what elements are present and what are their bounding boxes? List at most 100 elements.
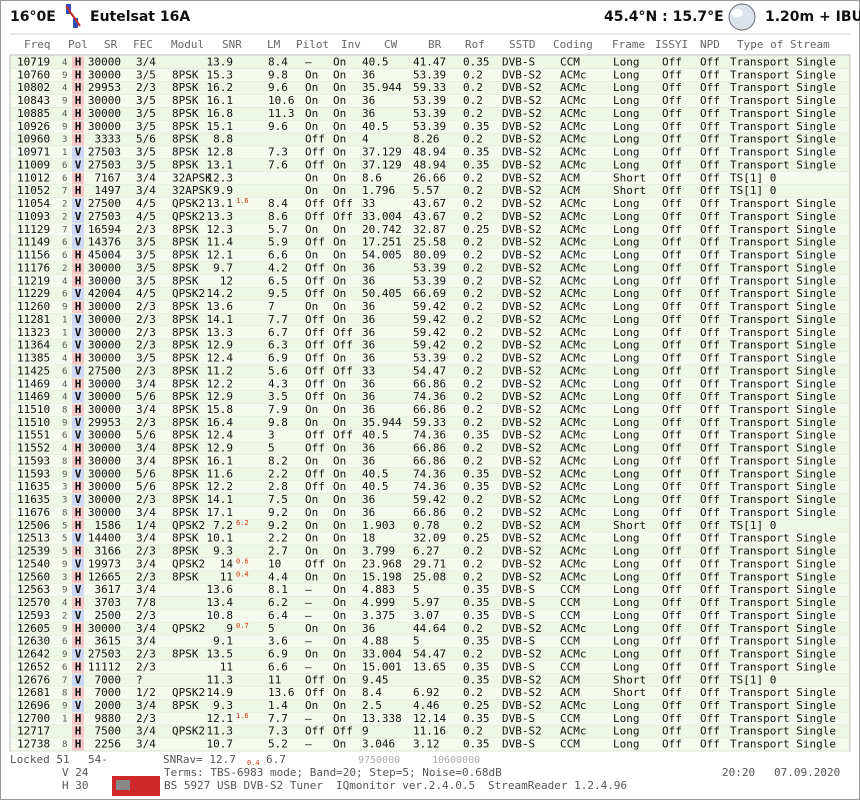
cell: 11364 (17, 339, 50, 352)
cell: 7500 (95, 725, 122, 738)
cell: 9.7 (213, 261, 233, 274)
cell: 30000 (88, 107, 121, 120)
pol: H (75, 56, 82, 69)
cell: On (305, 120, 318, 133)
cell: On (333, 274, 346, 287)
cell: Off (662, 519, 682, 532)
cell: Off (305, 261, 325, 274)
cell: 3.5 (268, 390, 288, 403)
cell: Off (700, 94, 720, 107)
index: 8 (62, 457, 67, 467)
cell: Long (613, 635, 640, 648)
cell: 0.2 (463, 364, 483, 377)
cell: 13.3 (207, 326, 234, 339)
cell: 12605 (17, 622, 50, 635)
cell: Transport Single (730, 442, 836, 455)
pol-box (72, 69, 84, 82)
cell: Long (613, 622, 640, 635)
cell: 11.3 (207, 673, 234, 686)
cell: 43.67 (413, 197, 446, 210)
cell: On (305, 506, 318, 519)
pol-box (72, 481, 84, 494)
cell: 2000 (95, 699, 122, 712)
cell: 12.3 (207, 171, 234, 184)
cell: Off (700, 223, 720, 236)
cell: 10.1 (207, 532, 234, 545)
row-bg (11, 596, 849, 610)
cell: Off (700, 377, 720, 390)
cell: 8PSK (172, 416, 199, 429)
cell: Off (305, 377, 325, 390)
cell: 36 (362, 94, 375, 107)
cell: Long (613, 390, 640, 403)
cell: 11 (220, 570, 233, 583)
cell: Transport Single (730, 545, 836, 558)
cell: 11112 (88, 660, 121, 673)
cell: On (333, 133, 346, 146)
cell: 0.35 (463, 712, 490, 725)
cell: Off (700, 158, 720, 171)
cell: 0.25 (463, 699, 490, 712)
cell: 27503 (88, 648, 121, 661)
cell: 9 (362, 725, 369, 738)
cell: 74.36 (413, 467, 446, 480)
cell: ACM (560, 184, 580, 197)
cell: Off (700, 68, 720, 81)
cell: Long (613, 725, 640, 738)
row-bg (11, 583, 849, 597)
cell: 7.2 (213, 519, 233, 532)
cell: Transport Single (730, 699, 836, 712)
cell: ACMc (560, 287, 587, 300)
row-bg (11, 223, 849, 237)
index: 4 (62, 354, 67, 364)
cell: 50.405 (362, 287, 402, 300)
pol: V (75, 609, 82, 622)
cell: 3/4 (136, 583, 156, 596)
cell: Off (305, 236, 325, 249)
cell: 2/3 (136, 339, 156, 352)
cell: 8PSK (172, 442, 199, 455)
cell: 3333 (95, 133, 122, 146)
cell: Long (613, 480, 640, 493)
pol: V (75, 699, 82, 712)
pol-box (72, 712, 84, 725)
cell: Off (305, 146, 325, 159)
cell: 11385 (17, 352, 50, 365)
cell: Off (700, 429, 720, 442)
cell: On (305, 570, 318, 583)
cell: 8.2 (268, 454, 288, 467)
pol: H (75, 94, 82, 107)
cell: On (305, 648, 318, 661)
cell: 8PSK (172, 249, 199, 262)
cell: Short (613, 184, 646, 197)
cell: DVB-S2 (502, 532, 542, 545)
cell: Long (613, 326, 640, 339)
pol: V (75, 416, 82, 429)
cell: Off (662, 197, 682, 210)
index: 9 (62, 303, 67, 313)
cell: 0.2 (463, 184, 483, 197)
cell: 12652 (17, 660, 50, 673)
cell: 30000 (88, 68, 121, 81)
cell: Transport Single (730, 339, 836, 352)
cell: DVB-S (502, 596, 535, 609)
cell: Off (700, 635, 720, 648)
pol-box (72, 301, 84, 314)
cell: Off (662, 442, 682, 455)
cell: ACMc (560, 313, 587, 326)
cell: Long (613, 377, 640, 390)
pol: V (75, 197, 82, 210)
index: 2 (62, 212, 67, 222)
cell: 13.6 (268, 686, 295, 699)
pol: H (75, 274, 82, 287)
pol-box (72, 326, 84, 339)
cell: 30000 (88, 493, 121, 506)
cell: 0.2 (463, 493, 483, 506)
cell: 0.2 (463, 236, 483, 249)
cell: 14376 (88, 236, 121, 249)
cell: 5.6 (268, 364, 288, 377)
pol-box (72, 236, 84, 249)
cell: 11469 (17, 390, 50, 403)
pol-box (72, 494, 84, 507)
cell: TS[1] 0 (730, 673, 776, 686)
